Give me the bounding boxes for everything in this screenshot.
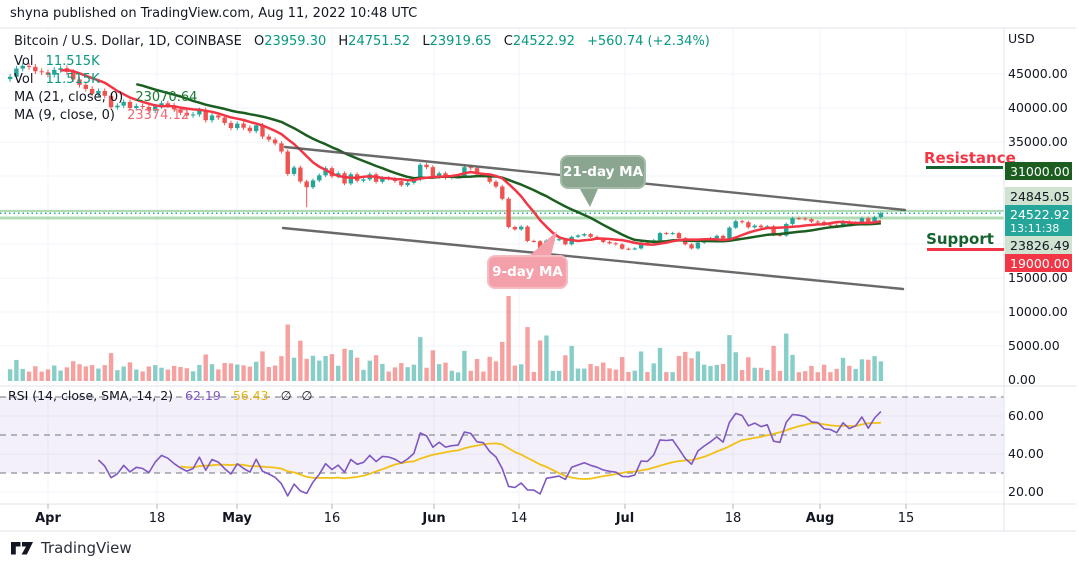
footer-brand[interactable]: TradingView bbox=[10, 538, 132, 558]
time-tick: Jun bbox=[422, 511, 446, 526]
vol-value: 11.515K bbox=[45, 54, 100, 69]
time-tick: Aug bbox=[805, 511, 835, 526]
ma9-annotation-bubble[interactable]: 9-day MA bbox=[487, 255, 568, 289]
price-tick: 45000.00 bbox=[1008, 66, 1068, 81]
support-line[interactable] bbox=[927, 248, 1004, 251]
rsi-empty-1: ∅ bbox=[280, 388, 292, 403]
open-label: O bbox=[253, 34, 265, 49]
time-tick: 18 bbox=[724, 511, 742, 526]
rsi-tick: 20.00 bbox=[1008, 484, 1044, 499]
price-badge[interactable]: 23826.49 bbox=[1005, 236, 1072, 254]
tradingview-logo-text: TradingView bbox=[41, 539, 132, 557]
time-tick: Apr bbox=[35, 511, 61, 526]
attribution-text: shyna published on TradingView.com, Aug … bbox=[10, 6, 418, 21]
vol-label: Vol bbox=[14, 54, 34, 69]
close-value: 24522.92 bbox=[512, 34, 575, 49]
rsi-label: RSI (14, close, SMA, 14, 2) bbox=[8, 388, 174, 403]
low-label: L bbox=[422, 34, 430, 49]
price-tick: 15000.00 bbox=[1008, 270, 1068, 285]
ma21-annotation-bubble[interactable]: 21-day MA bbox=[560, 155, 646, 189]
tradingview-logo-icon bbox=[11, 542, 33, 555]
volume2-legend-row[interactable]: Vol 11.515K bbox=[14, 72, 100, 87]
price-axis-currency: USD bbox=[1008, 31, 1035, 46]
time-tick: 15 bbox=[897, 511, 915, 526]
change-value: +560.74 (+2.34%) bbox=[587, 34, 710, 49]
high-label: H bbox=[338, 34, 349, 49]
rsi-tick: 40.00 bbox=[1008, 446, 1044, 461]
price-badge[interactable]: 24522.92 13:11:38 bbox=[1005, 205, 1072, 236]
time-tick: 16 bbox=[323, 511, 341, 526]
price-tick: 40000.00 bbox=[1008, 100, 1068, 115]
resistance-line[interactable] bbox=[926, 166, 1003, 169]
open-value: 23959.30 bbox=[264, 34, 327, 49]
resistance-label[interactable]: Resistance bbox=[924, 149, 1016, 167]
price-tick: 0.00 bbox=[1008, 372, 1036, 387]
vol2-label: Vol bbox=[14, 72, 34, 87]
rsi-sma-value: 56.43 bbox=[232, 388, 269, 403]
time-tick: Jul bbox=[615, 511, 635, 526]
ma9-label: MA (9, close, 0) bbox=[14, 108, 115, 123]
price-tick: 35000.00 bbox=[1008, 134, 1068, 149]
ma21-label: MA (21, close, 0) bbox=[14, 90, 124, 105]
close-label: C bbox=[503, 34, 513, 49]
time-tick: May bbox=[222, 511, 252, 526]
rsi-legend-row[interactable]: RSI (14, close, SMA, 14, 2) 62.19 56.43 … bbox=[8, 388, 312, 403]
time-tick: 14 bbox=[510, 511, 528, 526]
symbol-title: Bitcoin / U.S. Dollar, 1D, COINBASE bbox=[14, 34, 242, 49]
rsi-value: 62.19 bbox=[185, 388, 221, 403]
price-badge[interactable]: 31000.00 bbox=[1005, 162, 1072, 180]
ma21-value: 23070.64 bbox=[135, 90, 198, 105]
high-value: 24751.52 bbox=[348, 34, 411, 49]
price-tick: 10000.00 bbox=[1008, 304, 1068, 319]
rsi-empty-2: ∅ bbox=[301, 388, 313, 403]
price-tick: 5000.00 bbox=[1008, 338, 1060, 353]
ma9-legend-row[interactable]: MA (9, close, 0) 23374.12 bbox=[14, 108, 189, 123]
price-badge[interactable]: 24845.05 bbox=[1005, 187, 1072, 205]
low-value: 23919.65 bbox=[429, 34, 492, 49]
volume-legend-row[interactable]: Vol 11.515K bbox=[14, 54, 100, 69]
support-label[interactable]: Support bbox=[926, 230, 994, 248]
price-badge[interactable]: 19000.00 bbox=[1005, 254, 1072, 272]
rsi-tick: 60.00 bbox=[1008, 408, 1044, 423]
ma9-value: 23374.12 bbox=[127, 108, 190, 123]
ma21-legend-row[interactable]: MA (21, close, 0) 23070.64 bbox=[14, 90, 197, 105]
symbol-legend-row[interactable]: Bitcoin / U.S. Dollar, 1D, COINBASE O239… bbox=[14, 34, 710, 49]
time-tick: 18 bbox=[148, 511, 166, 526]
vol2-value: 11.515K bbox=[45, 72, 100, 87]
